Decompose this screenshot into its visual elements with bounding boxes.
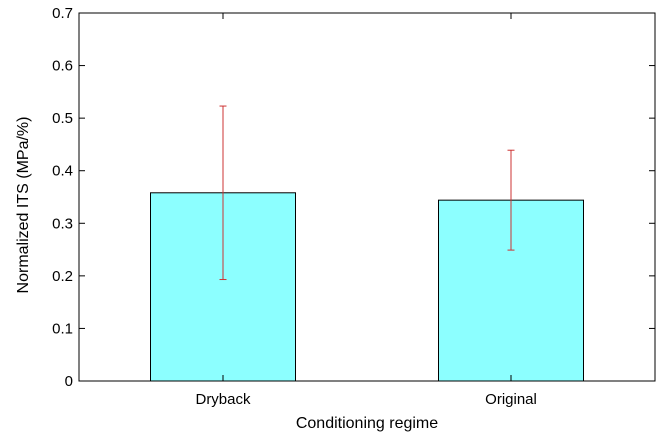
y-tick-label: 0.6 bbox=[52, 58, 73, 75]
y-axis-label: Normalized ITS (MPa/%) bbox=[15, 117, 32, 294]
bars-group bbox=[150, 192, 584, 382]
y-axis-ticks: 0 0.1 0.2 0.3 0.4 0.5 0.6 0.7 bbox=[52, 5, 655, 390]
y-tick-label: 0.2 bbox=[52, 268, 73, 285]
x-axis-label: Conditioning regime bbox=[296, 415, 438, 432]
y-tick-label: 0 bbox=[65, 373, 73, 390]
y-tick-label: 0.3 bbox=[52, 215, 73, 232]
plot-frame bbox=[78, 12, 656, 382]
y-tick-label: 0.5 bbox=[52, 110, 73, 127]
x-tick-label: Original bbox=[485, 391, 537, 408]
error-bar-dryback bbox=[219, 105, 227, 281]
y-tick-label: 0.7 bbox=[52, 5, 73, 22]
x-axis-ticks: Dryback Original bbox=[195, 13, 537, 408]
error-bars-group bbox=[219, 105, 515, 281]
error-bar-original bbox=[507, 149, 515, 251]
y-tick-label: 0.4 bbox=[52, 163, 73, 180]
y-tick-label: 0.1 bbox=[52, 320, 73, 337]
x-tick-label: Dryback bbox=[195, 391, 251, 408]
